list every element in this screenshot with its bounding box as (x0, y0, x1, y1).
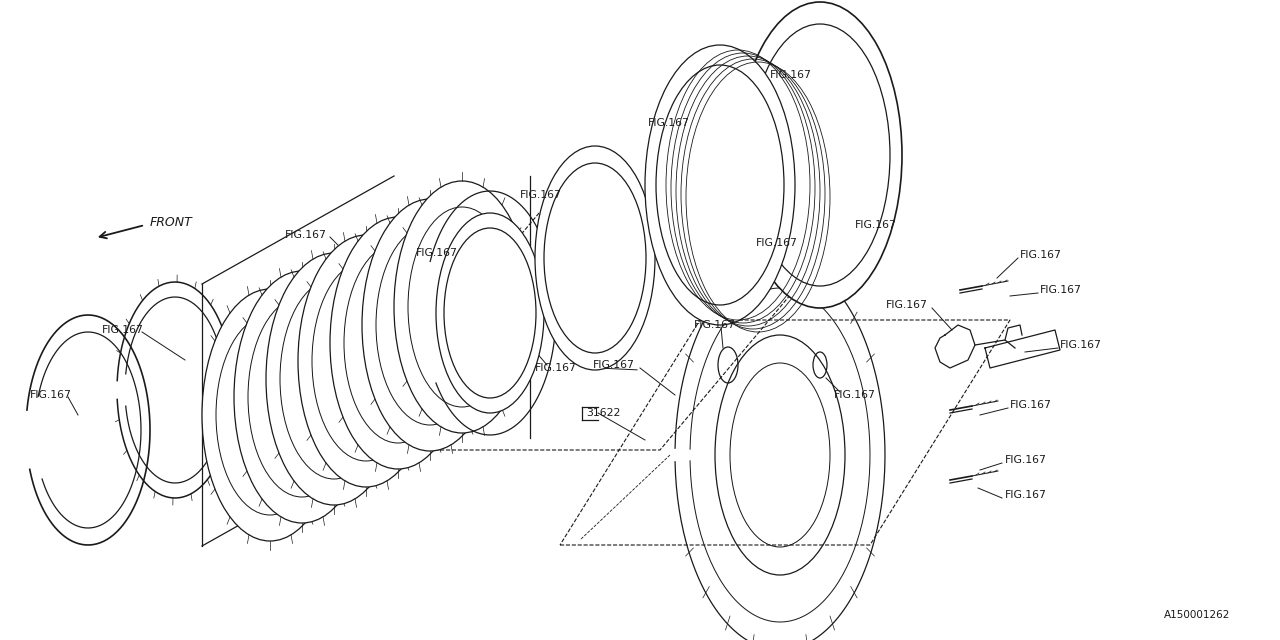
Text: FIG.167: FIG.167 (1020, 250, 1062, 260)
Text: A150001262: A150001262 (1164, 610, 1230, 620)
Ellipse shape (234, 271, 370, 523)
Text: FIG.167: FIG.167 (886, 300, 928, 310)
Text: FIG.167: FIG.167 (593, 360, 635, 370)
Text: FIG.167: FIG.167 (1005, 490, 1047, 500)
Text: FIG.167: FIG.167 (29, 390, 72, 400)
Text: FIG.167: FIG.167 (648, 118, 690, 128)
Ellipse shape (739, 2, 902, 308)
Ellipse shape (436, 213, 544, 413)
Text: FIG.167: FIG.167 (285, 230, 326, 240)
Text: FIG.167: FIG.167 (535, 363, 577, 373)
Ellipse shape (330, 217, 466, 469)
Text: FIG.167: FIG.167 (520, 190, 562, 200)
Text: FIG.167: FIG.167 (1039, 285, 1082, 295)
Text: 31622: 31622 (586, 408, 621, 418)
Text: FIG.167: FIG.167 (1060, 340, 1102, 350)
Ellipse shape (298, 235, 434, 487)
Text: FIG.167: FIG.167 (102, 325, 143, 335)
Text: FIG.167: FIG.167 (835, 390, 876, 400)
Text: FIG.167: FIG.167 (855, 220, 897, 230)
Text: FIG.167: FIG.167 (756, 238, 797, 248)
Text: FIG.167: FIG.167 (1010, 400, 1052, 410)
Ellipse shape (362, 199, 498, 451)
Text: FIG.167: FIG.167 (771, 70, 812, 80)
Ellipse shape (645, 45, 795, 325)
Ellipse shape (202, 289, 338, 541)
Text: FRONT: FRONT (150, 216, 193, 228)
Text: FIG.167: FIG.167 (416, 248, 458, 258)
Ellipse shape (394, 181, 530, 433)
Text: FIG.167: FIG.167 (694, 320, 736, 330)
Ellipse shape (266, 253, 402, 505)
Ellipse shape (535, 146, 655, 370)
Text: FIG.167: FIG.167 (1005, 455, 1047, 465)
